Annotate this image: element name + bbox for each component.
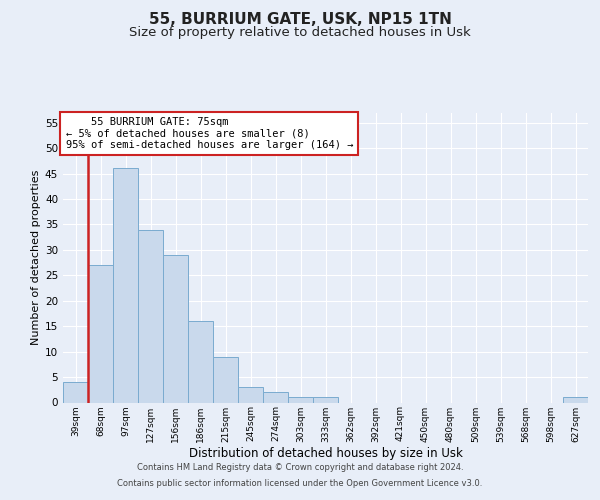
Bar <box>288 398 313 402</box>
Bar <box>213 356 238 403</box>
Bar <box>113 168 138 402</box>
Y-axis label: Number of detached properties: Number of detached properties <box>31 170 41 345</box>
Bar <box>188 321 213 402</box>
Bar <box>238 387 263 402</box>
Bar <box>63 382 88 402</box>
Bar <box>88 265 113 402</box>
Text: Contains public sector information licensed under the Open Government Licence v3: Contains public sector information licen… <box>118 478 482 488</box>
Bar <box>138 230 163 402</box>
Text: 55, BURRIUM GATE, USK, NP15 1TN: 55, BURRIUM GATE, USK, NP15 1TN <box>149 12 451 28</box>
X-axis label: Distribution of detached houses by size in Usk: Distribution of detached houses by size … <box>188 447 463 460</box>
Text: Contains HM Land Registry data © Crown copyright and database right 2024.: Contains HM Land Registry data © Crown c… <box>137 464 463 472</box>
Text: Size of property relative to detached houses in Usk: Size of property relative to detached ho… <box>129 26 471 39</box>
Bar <box>563 398 588 402</box>
Text: 55 BURRIUM GATE: 75sqm
← 5% of detached houses are smaller (8)
95% of semi-detac: 55 BURRIUM GATE: 75sqm ← 5% of detached … <box>65 117 353 150</box>
Bar <box>163 255 188 402</box>
Bar <box>313 398 338 402</box>
Bar <box>263 392 288 402</box>
